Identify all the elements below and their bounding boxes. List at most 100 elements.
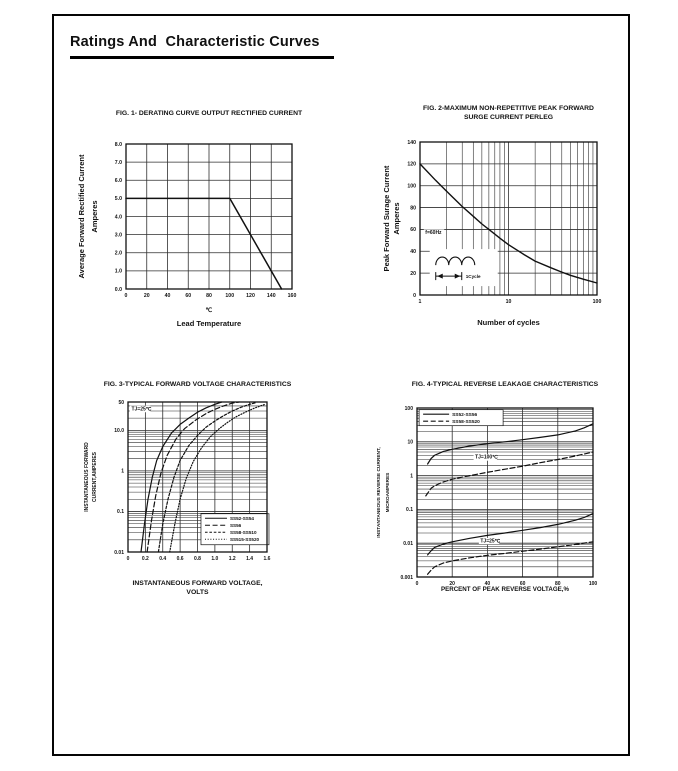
series-average-forward-current [125,197,283,290]
annotation: TJ=25℃ [129,405,152,413]
series [425,423,594,575]
svg-text:80: 80 [410,205,416,211]
plot-border [419,141,598,296]
svg-text:Average Forward Rectified Curr: Average Forward Rectified Current [77,154,86,278]
svg-text:SS52-SS54: SS52-SS54 [230,516,254,521]
svg-text:1: 1 [410,473,413,479]
chart-fig2-surge-current: FIG. 2-MAXIMUM NON-REPETITIVE PEAK FORWA… [382,105,602,327]
series [140,401,266,553]
series-SS58-SS520 [425,451,594,497]
svg-text:50: 50 [118,400,124,406]
svg-text:SS515-SS520: SS515-SS520 [230,537,260,542]
annotation: TJ=100℃ [473,454,498,461]
svg-text:TJ=25℃: TJ=25℃ [480,537,500,544]
y-axis-label: Average Forward Rectified Current Amperes [77,154,99,278]
series [125,197,283,290]
svg-text:Amperes: Amperes [392,202,401,234]
series-SS52-SS56 [426,423,594,465]
svg-text:TJ=100℃: TJ=100℃ [475,454,498,461]
svg-text:TJ=25℃: TJ=25℃ [131,405,151,412]
svg-text:0.1: 0.1 [117,509,124,515]
svg-text:20: 20 [144,293,150,299]
svg-text:1.4: 1.4 [246,556,253,562]
series-SS56 [146,401,240,553]
svg-text:0.8: 0.8 [194,556,201,562]
svg-text:0: 0 [413,293,416,299]
svg-text:INSTANTANEOUS REVERSE CURRENT,: INSTANTANEOUS REVERSE CURRENT, [376,447,382,538]
svg-text:5.0: 5.0 [115,196,122,202]
svg-text:10: 10 [506,299,512,305]
svg-text:3.0: 3.0 [115,232,122,238]
y-tick-labels: 0.0 1.0 2.0 3.0 4.0 5.0 6.0 7.0 8.0 [115,142,122,293]
annotation: TJ=25℃ [478,537,501,545]
y-axis-label: Peak Forward Surage Current Amperes [382,165,401,271]
svg-text:0.4: 0.4 [159,556,166,562]
svg-text:40: 40 [410,249,416,255]
svg-text:0.0: 0.0 [115,287,122,293]
gridlines [125,143,293,290]
svg-text:20: 20 [449,581,455,587]
x-axis-label: INSTANTANEOUS FORWARD VOLTAGE, VOLTS [132,580,262,596]
svg-text:1.6: 1.6 [264,556,271,562]
svg-text:CURRENT,AMPERES: CURRENT,AMPERES [92,451,98,502]
svg-text:8.0: 8.0 [115,142,122,148]
gridlines [416,407,594,578]
waveform-annotation: 1Cycle [429,249,498,287]
svg-text:Peak Forward Surage Current: Peak Forward Surage Current [382,165,391,271]
svg-text:SS52-SS56: SS52-SS56 [452,412,477,418]
svg-text:100: 100 [593,299,602,305]
svg-text:0.001: 0.001 [400,575,413,581]
y-axis-label: INSTANTANEOUS FORWARD CURRENT,AMPERES [84,442,98,512]
svg-text:SS56: SS56 [230,523,242,528]
svg-text:1: 1 [121,469,124,475]
figure-title: FIG. 3-TYPICAL FORWARD VOLTAGE CHARACTER… [104,381,292,388]
svg-text:60: 60 [520,581,526,587]
svg-text:140: 140 [267,293,276,299]
svg-text:VOLTS: VOLTS [186,589,209,596]
series-SS52-SS54 [140,401,223,553]
page-title: Ratings And Characteristic Curves [70,34,334,59]
x-axis-label: Number of cycles [477,318,540,327]
svg-text:FIG. 4-TYPICAL REVERSE LEAKAGE: FIG. 4-TYPICAL REVERSE LEAKAGE CHARACTER… [412,381,599,388]
legend: SS52-SS54 SS56 SS58-SS510 SS515-SS520 [200,513,270,546]
series-SS52-SS56 [426,513,594,556]
svg-text:40: 40 [485,581,491,587]
svg-text:2.0: 2.0 [115,251,122,257]
svg-text:0.01: 0.01 [403,541,413,547]
svg-text:f=60Hz: f=60Hz [425,230,442,236]
svg-text:140: 140 [407,140,416,146]
svg-text:1.0: 1.0 [115,269,122,275]
series [419,163,598,284]
svg-text:0.01: 0.01 [114,550,124,556]
svg-text:FIG. 1- DERATING CURVE OUTPUT: FIG. 1- DERATING CURVE OUTPUT RECTIFIED … [116,110,303,117]
x-tick-labels: 0 0.2 0.4 0.6 0.8 1.0 1.2 1.4 1.6 [127,556,271,562]
series-SS58-SS510 [157,402,257,553]
svg-text:6.0: 6.0 [115,178,122,184]
plot-border [127,401,268,553]
page-border [52,14,630,756]
svg-text:10: 10 [407,440,413,446]
svg-text:100: 100 [225,293,234,299]
svg-text:60: 60 [185,293,191,299]
svg-text:120: 120 [246,293,255,299]
svg-text:40: 40 [165,293,171,299]
svg-text:100: 100 [407,184,416,190]
svg-text:100: 100 [589,581,598,587]
svg-text:PERCENT OF PEAK REVERSE VOLTAG: PERCENT OF PEAK REVERSE VOLTAGE,% [441,586,570,593]
svg-text:10.0: 10.0 [114,428,124,434]
series-SS515-SS520 [169,403,266,553]
svg-text:INSTANTANEOUS FORWARD VOLTAGE,: INSTANTANEOUS FORWARD VOLTAGE, [132,580,262,587]
svg-text:Number of cycles: Number of cycles [477,318,540,327]
svg-text:7.0: 7.0 [115,160,122,166]
svg-text:0.1: 0.1 [406,507,413,513]
series-SS58-SS520 [426,541,594,575]
figure-title: FIG. 1- DERATING CURVE OUTPUT RECTIFIED … [116,110,303,117]
svg-text:1: 1 [419,299,422,305]
svg-text:MICROAMPERES: MICROAMPERES [385,472,391,513]
y-tick-labels: 0.001 0.01 0.1 1 10 100 [400,406,413,581]
chart-fig4-reverse-leakage: FIG. 4-TYPICAL REVERSE LEAKAGE CHARACTER… [376,381,599,593]
chart-fig3-forward-voltage: FIG. 3-TYPICAL FORWARD VOLTAGE CHARACTER… [84,381,292,596]
figure-title: FIG. 2-MAXIMUM NON-REPETITIVE PEAK FORWA… [423,105,594,121]
svg-text:160: 160 [288,293,297,299]
